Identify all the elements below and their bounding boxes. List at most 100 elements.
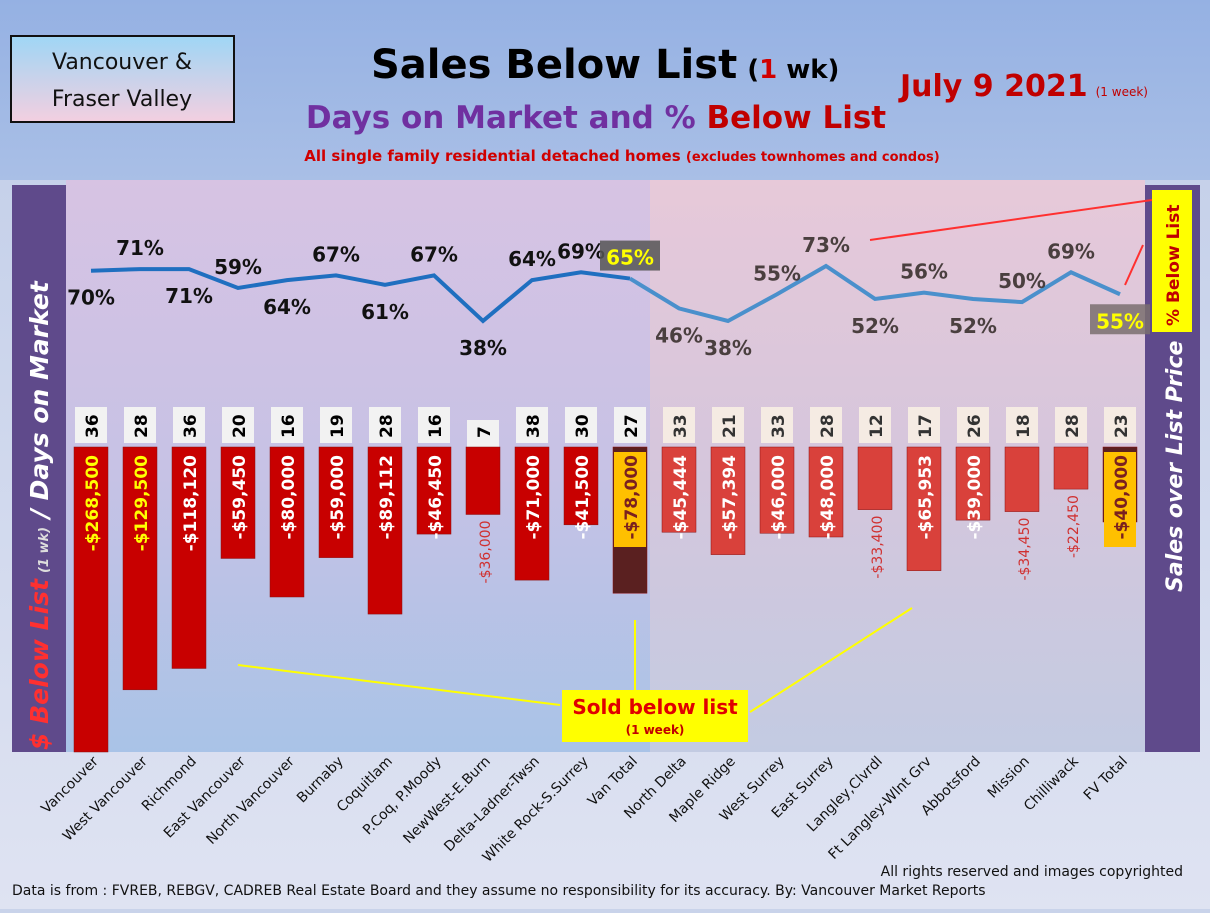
copyright-notice: All rights reserved and images copyright… bbox=[881, 864, 1183, 880]
logo-line2: Fraser Valley bbox=[52, 87, 192, 112]
percent-label: 64% bbox=[263, 295, 311, 319]
days-on-market-box bbox=[957, 407, 989, 443]
percent-label: 46% bbox=[655, 323, 703, 347]
percent-label: 70% bbox=[67, 286, 115, 310]
bar-value-label: -$268,500 bbox=[83, 455, 103, 551]
bar-value-label: -$80,000 bbox=[279, 455, 299, 540]
days-on-market-box bbox=[222, 407, 254, 443]
days-on-market-label: 17 bbox=[916, 414, 936, 438]
svg-text:Sold below list: Sold below list bbox=[572, 695, 738, 719]
days-on-market-label: 21 bbox=[720, 414, 740, 438]
page-title: Sales Below List (1 wk) bbox=[371, 42, 839, 88]
bar-label-highlight bbox=[1104, 452, 1136, 547]
bar bbox=[514, 446, 550, 581]
percent-label: 67% bbox=[312, 242, 360, 266]
days-on-market-label: 12 bbox=[867, 414, 887, 438]
days-on-market-box bbox=[516, 407, 548, 443]
days-on-market-label: 36 bbox=[83, 414, 103, 438]
days-on-market-box bbox=[1104, 407, 1136, 443]
bar-value-label: -$59,450 bbox=[230, 455, 250, 540]
bar-value-label: -$39,000 bbox=[965, 455, 985, 540]
svg-text:$ Below List(1 wk) / Days on M: $ Below List(1 wk) / Days on Market bbox=[25, 280, 54, 750]
bar bbox=[857, 446, 893, 510]
days-on-market-label: 28 bbox=[1063, 414, 1083, 438]
days-on-market-box bbox=[75, 407, 107, 443]
bar-value-label: -$22,450 bbox=[1066, 495, 1082, 558]
line-series-vancouver bbox=[90, 267, 631, 324]
days-on-market-label: 23 bbox=[1112, 414, 1132, 438]
bar-value-label: -$78,000 bbox=[622, 455, 642, 540]
days-on-market-box bbox=[908, 407, 940, 443]
bar bbox=[955, 446, 991, 521]
days-on-market-box bbox=[124, 407, 156, 443]
days-on-market-box bbox=[1055, 407, 1087, 443]
days-on-market-label: 33 bbox=[671, 414, 691, 438]
days-on-market-label: 38 bbox=[524, 414, 544, 438]
days-on-market-box bbox=[320, 407, 352, 443]
bar-value-label: -$118,120 bbox=[181, 455, 201, 551]
bar bbox=[122, 446, 158, 691]
percent-label: 71% bbox=[165, 284, 213, 308]
days-on-market-box bbox=[712, 407, 744, 443]
percent-label-highlight bbox=[600, 240, 660, 271]
sold-below-list-callout: Sold below list (1 week) bbox=[562, 690, 748, 742]
percent-label: 55% bbox=[753, 261, 801, 285]
bar bbox=[171, 446, 207, 669]
days-on-market-label: 16 bbox=[426, 414, 446, 438]
bar-value-label: -$89,112 bbox=[377, 455, 397, 540]
bar-value-label: -$65,953 bbox=[916, 455, 936, 540]
days-on-market-label: 26 bbox=[965, 414, 985, 438]
line-series-fraser-valley bbox=[628, 263, 1121, 324]
red-arrows bbox=[869, 199, 1153, 286]
days-on-market-box bbox=[1006, 407, 1038, 443]
days-on-market-label: 28 bbox=[377, 414, 397, 438]
svg-text:Sales over List Price: Sales over List Price bbox=[1163, 341, 1188, 593]
bar-value-label: -$45,444 bbox=[671, 455, 691, 540]
days-on-market-label: 19 bbox=[328, 414, 348, 438]
percent-label-highlight bbox=[1090, 304, 1150, 335]
bar-value-label: -$36,000 bbox=[478, 521, 494, 584]
bar-label-highlight bbox=[614, 452, 646, 547]
percent-label: 73% bbox=[802, 233, 850, 257]
bar bbox=[710, 446, 746, 555]
percent-label: 71% bbox=[116, 236, 164, 260]
bar bbox=[661, 446, 697, 533]
days-on-market-label: 18 bbox=[1014, 414, 1034, 438]
days-on-market-label: 33 bbox=[769, 414, 789, 438]
bar-value-label: -$41,500 bbox=[573, 455, 593, 540]
percent-label: 38% bbox=[704, 336, 752, 360]
days-on-market-label: 30 bbox=[573, 414, 593, 438]
bar bbox=[465, 446, 501, 515]
days-on-market-box bbox=[173, 407, 205, 443]
data-source: Data is from : FVREB, REBGV, CADREB Real… bbox=[12, 883, 986, 899]
bar-value-label: -$34,450 bbox=[1017, 518, 1033, 581]
bar-value-label: -$48,000 bbox=[818, 455, 838, 540]
days-on-market-box bbox=[761, 407, 793, 443]
days-on-market-box bbox=[418, 407, 450, 443]
days-on-market-label: 28 bbox=[132, 414, 152, 438]
percent-label: 64% bbox=[508, 247, 556, 271]
percent-label: 52% bbox=[949, 314, 997, 338]
bar bbox=[1004, 446, 1040, 512]
days-on-market-label: 7 bbox=[475, 426, 495, 438]
percent-label: 69% bbox=[557, 239, 605, 263]
bar bbox=[808, 446, 844, 538]
svg-text:(1 week): (1 week) bbox=[626, 723, 685, 737]
percent-label: 50% bbox=[998, 269, 1046, 293]
description: All single family residential detached h… bbox=[304, 147, 939, 165]
percent-label: 69% bbox=[1047, 239, 1095, 263]
bar-value-label: -$46,000 bbox=[769, 455, 789, 540]
svg-text:% Below List: % Below List bbox=[1164, 205, 1184, 326]
percent-label: 59% bbox=[214, 255, 262, 279]
percent-label: 38% bbox=[459, 336, 507, 360]
bar bbox=[563, 446, 599, 526]
percent-label: 55% bbox=[1096, 309, 1144, 333]
bar bbox=[759, 446, 795, 534]
days-on-market-label: 27 bbox=[622, 414, 642, 438]
days-on-market-box bbox=[810, 407, 842, 443]
percent-below-badge: % Below List bbox=[1152, 190, 1192, 332]
percent-label: 52% bbox=[851, 314, 899, 338]
bar bbox=[416, 446, 452, 535]
subtitle: Days on Market and % Below List bbox=[306, 100, 886, 136]
